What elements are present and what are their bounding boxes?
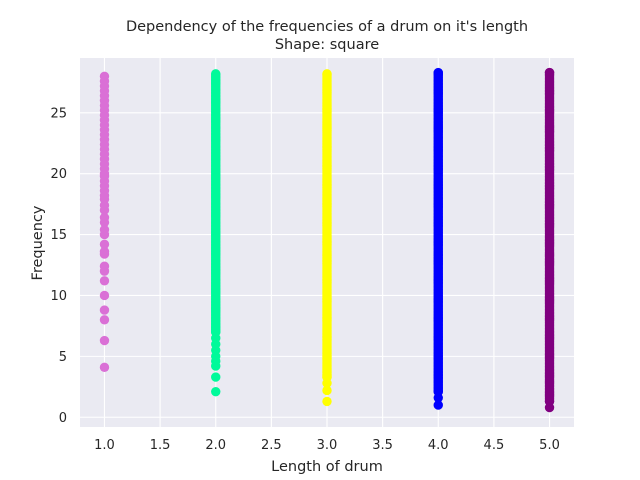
data-point <box>211 372 221 382</box>
data-point <box>99 261 110 271</box>
y-tick-label: 25 <box>50 106 67 121</box>
data-point <box>99 305 110 315</box>
series <box>99 71 110 373</box>
data-point <box>211 69 221 79</box>
data-points <box>99 67 555 413</box>
data-point <box>99 315 110 325</box>
series <box>211 69 221 397</box>
data-point <box>322 69 332 79</box>
y-tick-label: 10 <box>50 289 67 304</box>
data-point <box>211 386 221 397</box>
x-tick-label: 2.0 <box>205 438 226 453</box>
chart-title: Dependency of the frequencies of a drum … <box>126 19 528 35</box>
y-tick-label: 20 <box>50 167 67 182</box>
x-axis-label: Length of drum <box>271 459 383 475</box>
data-point <box>99 335 110 346</box>
data-point <box>99 239 110 250</box>
data-point <box>99 276 110 286</box>
data-point <box>99 246 110 257</box>
data-point <box>99 362 110 373</box>
y-tick-label: 15 <box>50 228 67 243</box>
x-ticks: 1.0 1.5 2.0 2.5 3.0 3.5 4.0 4.5 5.0 <box>94 438 560 453</box>
y-tick-label: 0 <box>59 411 67 426</box>
series <box>322 69 332 407</box>
data-point <box>322 396 332 407</box>
x-tick-label: 3.5 <box>372 438 393 453</box>
data-point <box>544 67 555 78</box>
y-axis-label: Frequency <box>30 205 46 280</box>
y-tick-label: 5 <box>59 350 67 365</box>
y-ticks: 0 5 10 15 20 25 <box>50 106 67 425</box>
series <box>433 67 443 410</box>
x-tick-label: 1.5 <box>150 438 171 453</box>
series <box>544 67 555 413</box>
data-point <box>99 212 110 223</box>
data-point <box>322 385 332 396</box>
chart-subtitle: Shape: square <box>275 37 379 53</box>
data-point <box>99 71 110 81</box>
data-point <box>99 225 110 235</box>
x-tick-label: 1.0 <box>94 438 115 453</box>
x-tick-label: 3.0 <box>317 438 338 453</box>
x-tick-label: 4.5 <box>484 438 505 453</box>
x-tick-label: 4.0 <box>428 438 449 453</box>
x-tick-label: 2.5 <box>261 438 282 453</box>
data-point <box>433 400 443 410</box>
data-point <box>433 67 443 78</box>
data-point <box>99 290 110 301</box>
x-tick-label: 5.0 <box>539 438 560 453</box>
